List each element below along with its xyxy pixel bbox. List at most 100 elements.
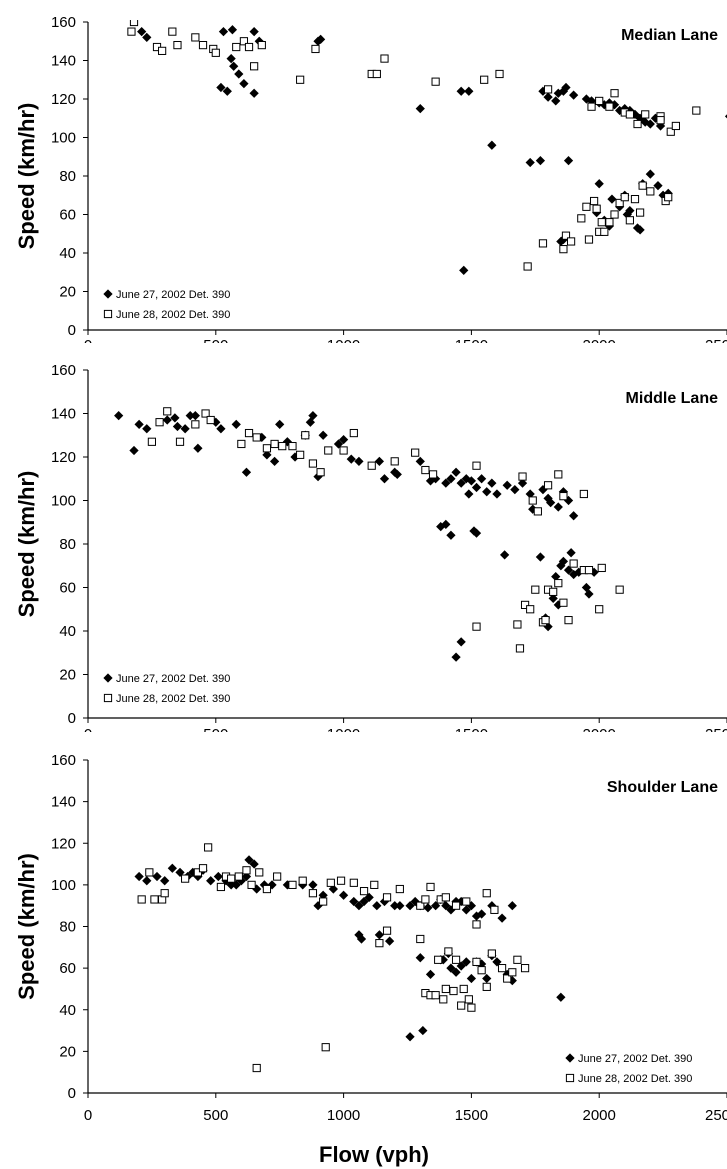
data-point-square [339, 446, 348, 455]
legend: June 27, 2002 Det. 390 June 28, 2002 Det.… [103, 289, 230, 321]
data-point-square [508, 968, 517, 977]
legend-label: June 27, 2002 Det. 390 [116, 673, 230, 685]
data-point-square [216, 882, 226, 892]
data-point-square [656, 116, 665, 125]
data-point-square [451, 901, 461, 910]
data-point-square [160, 889, 169, 898]
legend-marker-square [565, 1073, 575, 1083]
x-tick-label: 1500 [455, 1107, 488, 1124]
data-point-square [482, 889, 491, 898]
x-tick-label: 2500 [705, 1107, 727, 1124]
data-point-square [242, 866, 251, 875]
data-point-diamond [216, 82, 226, 93]
x-tick-labels: 0 500 1000 1500 2000 2500 [84, 337, 727, 354]
data-point-square [503, 974, 512, 983]
data-point-square [349, 878, 358, 887]
data-point-square [597, 218, 606, 227]
data-point-square [145, 868, 154, 877]
data-point-square [382, 926, 392, 935]
data-point-square [168, 27, 177, 36]
panel-1: 0 20 40 60 80 100 120 140 160 0 500 1000 1500 2000 250… [14, 362, 727, 743]
data-point-diamond [249, 27, 259, 37]
data-point-square [630, 195, 640, 204]
data-point-square [390, 457, 399, 466]
data-point-square [610, 89, 619, 98]
data-point-diamond [172, 421, 183, 432]
data-point-square [375, 939, 384, 948]
data-point-square [472, 957, 481, 966]
data-point-square [321, 1043, 330, 1052]
data-point-diamond [346, 454, 356, 464]
data-point-square [441, 893, 450, 902]
legend: June 27, 2002 Det. 390 June 28, 2002 Det.… [103, 673, 230, 705]
data-point-diamond [372, 901, 382, 911]
data-point-square [198, 864, 208, 873]
data-point-diamond [175, 867, 185, 878]
data-point-square [175, 437, 185, 446]
data-point-diamond [487, 140, 497, 150]
data-point-square [480, 75, 489, 84]
data-point-square [528, 496, 537, 505]
y-tick-label: 140 [51, 53, 76, 70]
data-point-square [615, 198, 624, 208]
data-point-square [308, 459, 318, 468]
x-tick-label: 1000 [327, 337, 360, 354]
data-point-square [449, 986, 458, 996]
data-point-square [589, 196, 599, 206]
data-point-square [201, 409, 210, 418]
data-point-diamond [569, 90, 579, 100]
data-point-square [239, 37, 249, 46]
data-point-square [411, 448, 420, 457]
data-point-diamond [441, 901, 451, 911]
y-axis-label: Speed (km/hr) [14, 853, 39, 1000]
data-point-square [395, 884, 404, 894]
data-point-diamond [553, 502, 563, 512]
data-point-diamond [561, 82, 571, 93]
data-point-diamond [222, 86, 232, 96]
data-point-square [133, 7, 140, 14]
data-point-diamond [446, 530, 456, 540]
data-point-diamond [308, 880, 318, 890]
data-point-square [513, 955, 522, 964]
y-tick-label: 140 [51, 406, 76, 423]
data-point-square [564, 616, 573, 625]
data-point-square [543, 85, 553, 94]
data-point-square [288, 442, 297, 451]
y-tick-label: 60 [59, 207, 76, 224]
y-tick-label: 60 [59, 960, 76, 977]
data-point-diamond [137, 27, 147, 37]
data-point-diamond [482, 973, 492, 984]
data-point-diamond [645, 119, 655, 129]
data-point-square [584, 566, 594, 575]
x-tick-label: 2000 [583, 1107, 616, 1124]
data-point-diamond [459, 265, 469, 275]
data-point-diamond [354, 456, 364, 466]
data-point-square [692, 106, 701, 115]
data-point-diamond [227, 25, 238, 35]
data-point-square [490, 905, 499, 914]
data-point-square [541, 616, 550, 625]
legend-marker-square [103, 309, 113, 319]
data-point-diamond [510, 485, 520, 495]
data-point-square [232, 42, 241, 52]
data-point-diamond [546, 498, 556, 508]
data-point-diamond [229, 61, 239, 71]
x-tick-label: 2000 [583, 726, 616, 743]
data-point-square [262, 884, 272, 894]
y-tick-label: 40 [59, 245, 76, 262]
data-point-diamond [492, 489, 502, 499]
data-point-square [278, 442, 287, 451]
legend-label: June 28, 2002 Det. 390 [116, 693, 230, 705]
data-point-diamond [241, 871, 252, 882]
data-point-diamond [167, 863, 177, 873]
y-tick-label: 80 [59, 168, 76, 185]
panel-title: Shoulder Lane [607, 779, 718, 796]
data-point-diamond [441, 519, 451, 530]
data-point-square [421, 465, 430, 475]
y-tick-label: 160 [51, 14, 76, 31]
data-point-diamond [244, 855, 254, 865]
data-point-diamond [364, 892, 374, 902]
data-point-square [416, 901, 425, 910]
data-point-diamond [170, 413, 180, 423]
